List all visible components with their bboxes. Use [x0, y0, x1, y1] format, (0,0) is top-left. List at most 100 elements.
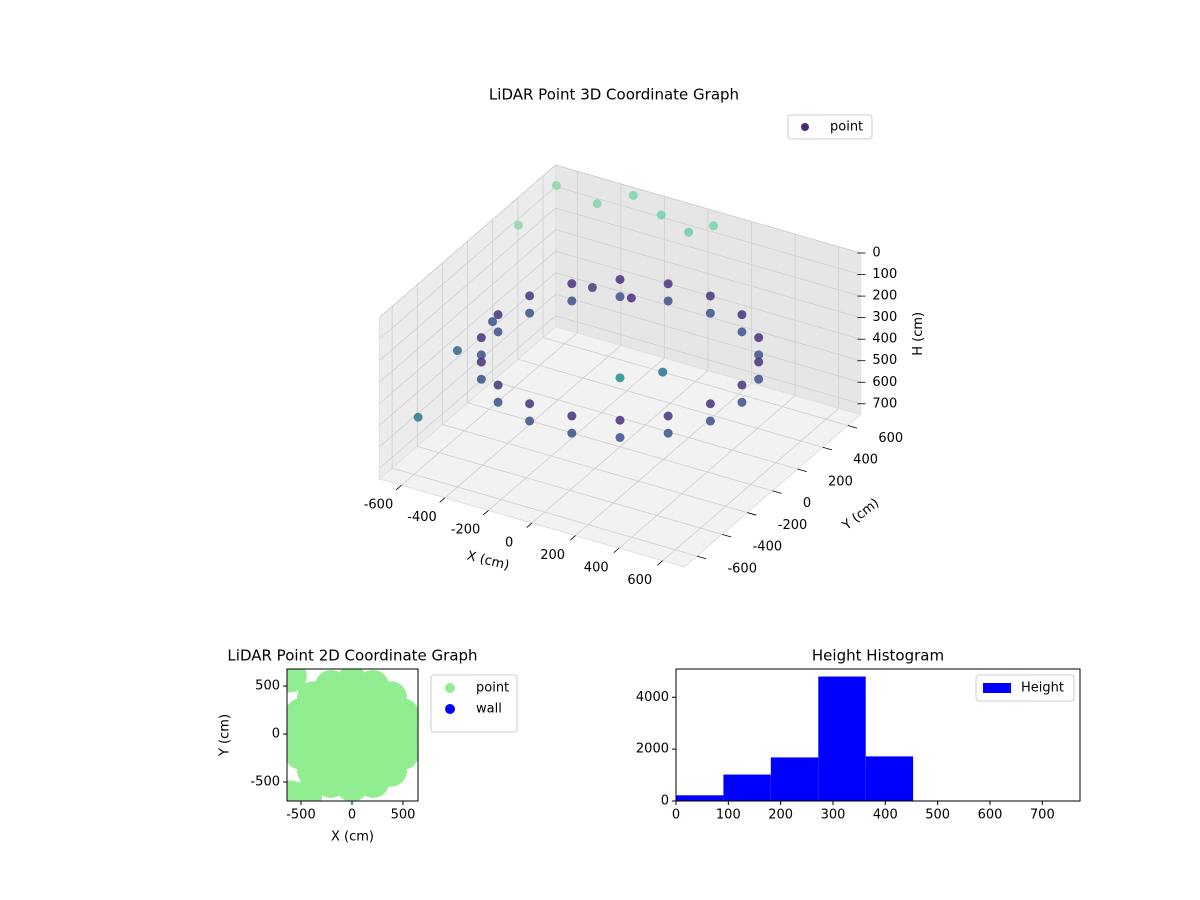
grid-line: [555, 229, 861, 319]
x-tick-label: 200: [540, 548, 565, 563]
y-tick-label: 0: [661, 794, 669, 809]
grid-line: [555, 293, 861, 383]
grid-line: [555, 207, 861, 297]
axes-frame: [286, 668, 419, 802]
point: [709, 221, 719, 231]
y-tick-label: 0: [272, 726, 280, 741]
y-tick: [847, 425, 858, 429]
x-tick-label: 200: [768, 808, 793, 823]
point: [615, 292, 625, 302]
y-tick-label: 400: [853, 453, 878, 468]
axes-frame: [675, 668, 1081, 802]
point: [476, 333, 486, 343]
point: [476, 357, 486, 367]
y-tick: [822, 446, 832, 451]
y-tick-label: 200: [828, 474, 853, 489]
grid-line: [555, 164, 861, 254]
legend-marker: [445, 704, 455, 714]
y-tick-label: 2000: [636, 742, 669, 757]
x-tick-label: 400: [584, 560, 609, 575]
point: [615, 373, 625, 383]
point: [737, 327, 747, 337]
x-tick: [526, 522, 533, 528]
point: [452, 346, 462, 356]
point: [663, 296, 673, 306]
x-tick-label: 300: [821, 808, 846, 823]
bar: [770, 757, 819, 801]
point: [705, 291, 715, 301]
point: [754, 357, 764, 367]
legend-box: [787, 114, 873, 140]
point: [705, 308, 715, 318]
grid-line: [379, 293, 556, 447]
point: [567, 279, 577, 289]
chart-title: LiDAR Point 2D Coordinate Graph: [227, 647, 477, 665]
point: [476, 350, 486, 360]
bar: [723, 774, 771, 801]
y-tick: [722, 533, 732, 538]
grid-line: [379, 315, 556, 469]
x-tick: [613, 547, 620, 554]
point: [493, 380, 503, 390]
point: [754, 333, 764, 343]
bar: [676, 795, 724, 801]
x-tick: [395, 484, 402, 491]
point: [525, 308, 535, 318]
point: [287, 669, 307, 693]
point: [626, 293, 636, 303]
y-tick: [696, 555, 707, 560]
point: [551, 180, 561, 190]
z-tick-label: 600: [872, 375, 897, 390]
y-tick: [772, 490, 782, 494]
point: [592, 199, 602, 209]
x-tick-label: -200: [451, 523, 481, 538]
point: [567, 428, 577, 438]
y-tick-label: 4000: [636, 690, 669, 705]
legend-marker: [801, 123, 809, 131]
x-tick: [570, 535, 576, 541]
point: [615, 432, 625, 442]
point: [663, 411, 673, 421]
z-tick-label: 0: [872, 246, 880, 261]
z-tick-label: 500: [872, 353, 897, 368]
point: [525, 399, 535, 409]
legend-box: [975, 674, 1075, 702]
grid-line: [379, 164, 556, 318]
point: [290, 780, 323, 801]
point: [386, 737, 418, 770]
x-tick: [482, 510, 489, 516]
point: [663, 428, 673, 438]
grid-line: [392, 467, 698, 557]
z-tick-label: 400: [872, 332, 897, 347]
y-tick-label: 600: [878, 431, 903, 446]
point: [705, 416, 715, 426]
y-tick: [747, 512, 757, 516]
point: [658, 367, 668, 377]
point: [493, 397, 503, 407]
point: [656, 210, 666, 220]
point: [754, 374, 764, 384]
x-tick-label: 100: [716, 808, 741, 823]
bar: [818, 676, 866, 801]
x-axis-label: X (cm): [331, 830, 374, 845]
legend-label: wall: [476, 702, 502, 717]
point: [525, 291, 535, 301]
x-tick-label: -600: [364, 498, 394, 513]
x-tick-label: 700: [1030, 808, 1055, 823]
x-tick-label: -400: [407, 510, 437, 525]
plot-area: [287, 669, 418, 801]
grid-line: [379, 186, 556, 340]
y-tick-label: -500: [250, 774, 280, 789]
point: [567, 411, 577, 421]
point: [684, 227, 694, 237]
x-tick-label: -500: [286, 808, 316, 823]
point: [615, 274, 625, 284]
y-axis-label: Y (cm): [218, 714, 233, 757]
y-tick-label: -200: [778, 518, 808, 533]
x-axis-label: X (cm): [465, 549, 510, 574]
grid-line: [555, 315, 861, 405]
x-tick-label: 600: [627, 573, 652, 588]
legend-label: point: [830, 120, 863, 135]
point: [615, 415, 625, 425]
y-tick-label: 500: [255, 678, 280, 693]
